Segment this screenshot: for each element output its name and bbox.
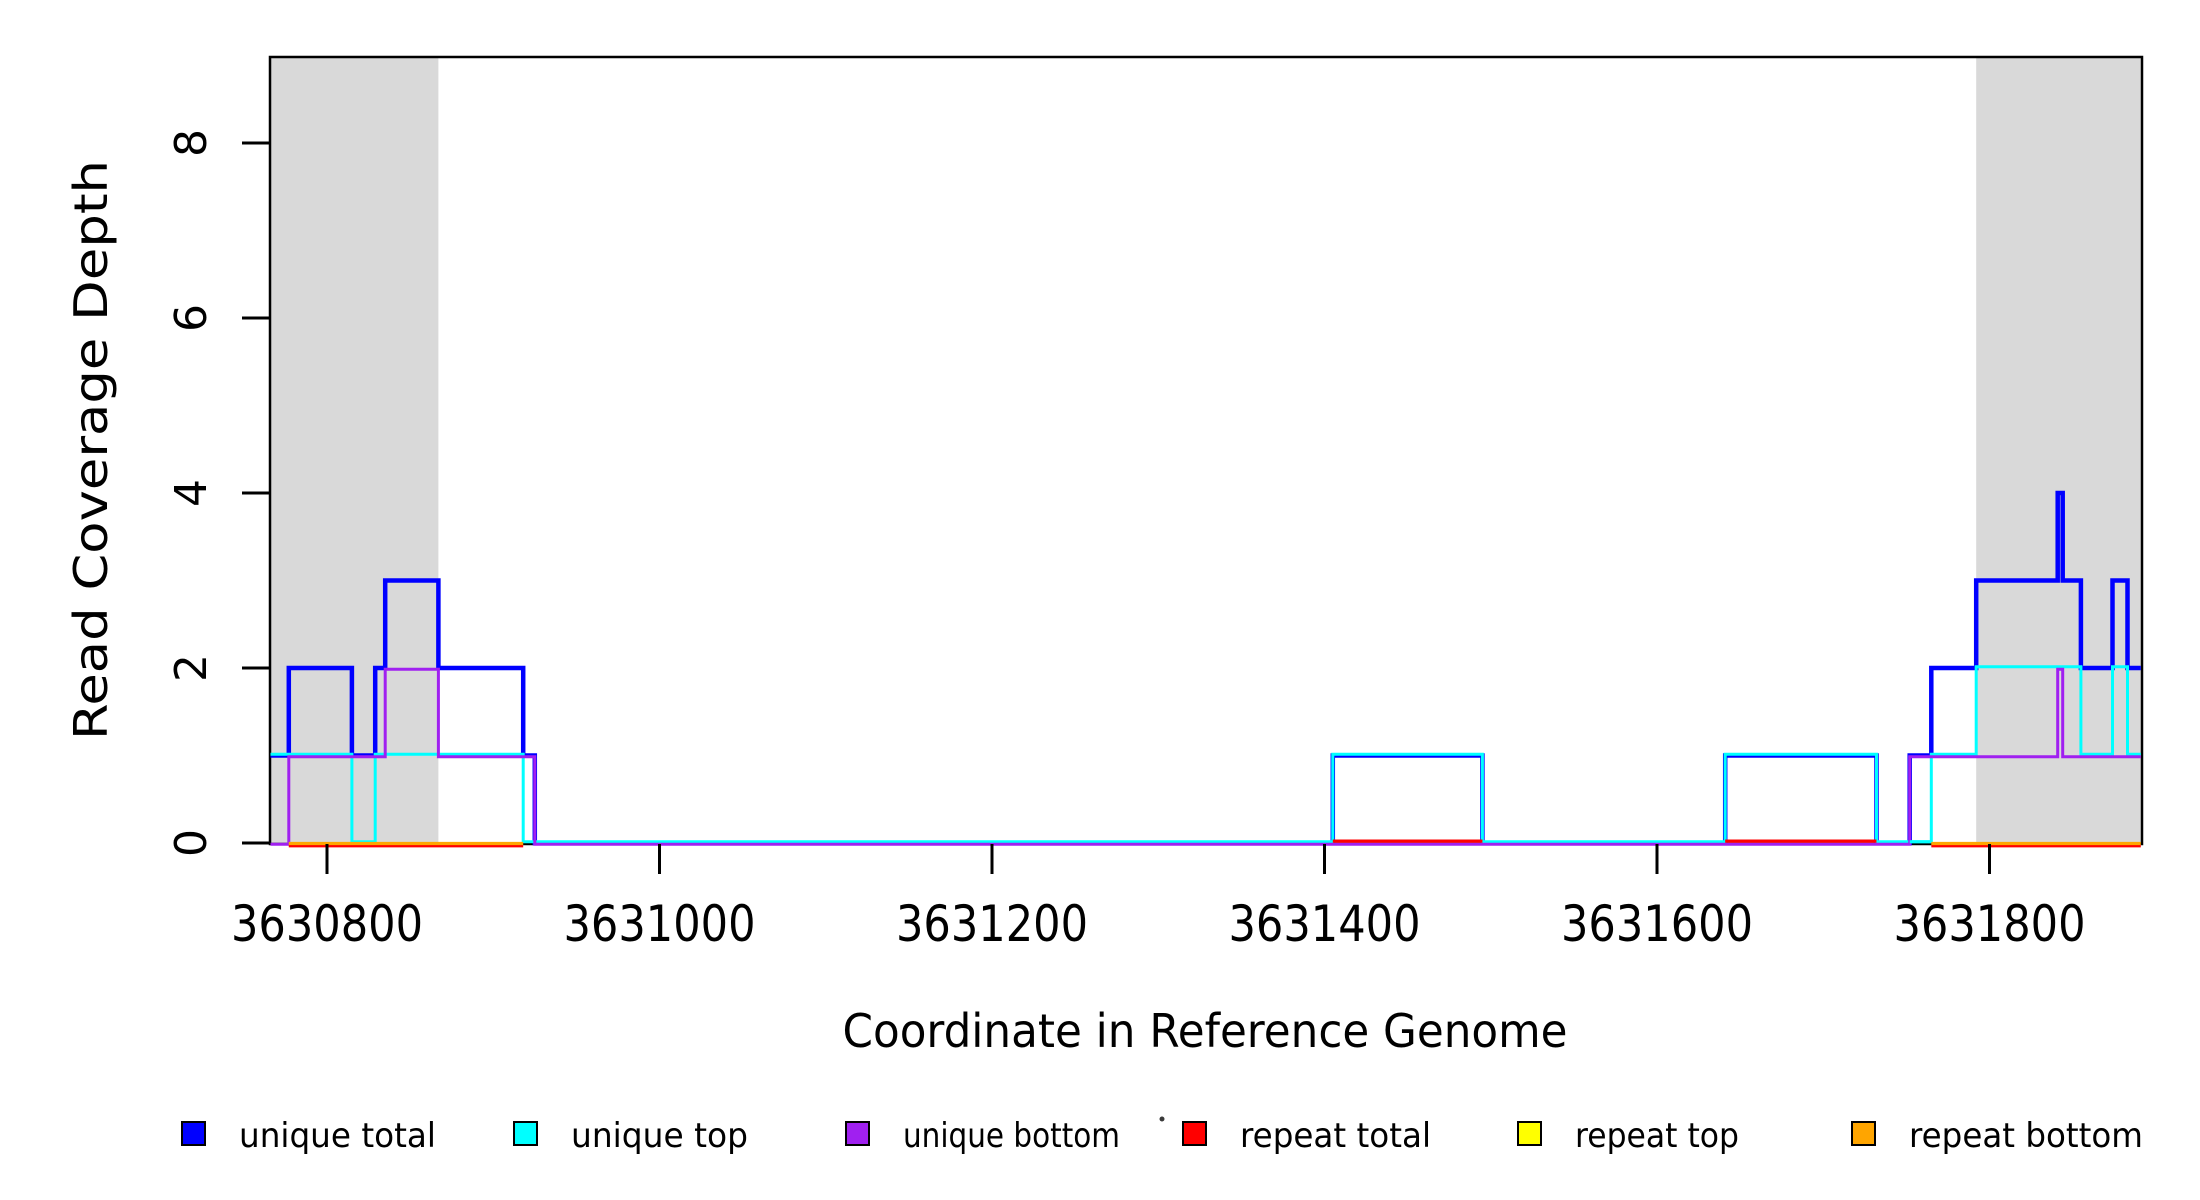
legend-label-repeat-top: repeat top bbox=[1575, 1116, 1739, 1156]
repeat-region-shading bbox=[270, 58, 439, 844]
legend-label-unique-total: unique total bbox=[239, 1116, 436, 1156]
axes-layer: 3630800 3631000 3631200 3631400 3631600 36318… bbox=[166, 129, 2086, 953]
legend-label-unique-bottom: unique bottom bbox=[903, 1116, 1120, 1156]
series-unique-top bbox=[270, 665, 2141, 844]
legend-artifact-dot bbox=[1159, 1116, 1165, 1122]
legend-swatch-repeat-bottom bbox=[1851, 1121, 1876, 1146]
legend: unique total unique top unique bottom repea… bbox=[181, 1116, 2143, 1156]
y-tick-label: 4 bbox=[166, 479, 217, 507]
series-layer bbox=[270, 490, 2141, 846]
x-tick-label: 3631400 bbox=[1229, 895, 1421, 953]
series-unique-total bbox=[270, 490, 2141, 846]
y-tick-label: 0 bbox=[166, 829, 217, 857]
legend-label-unique-top: unique top bbox=[571, 1116, 748, 1156]
y-tick-label: 2 bbox=[166, 654, 217, 682]
x-tick-label: 3630800 bbox=[231, 895, 423, 953]
x-tick-label: 3631800 bbox=[1894, 895, 2086, 953]
x-tick-label: 3631000 bbox=[564, 895, 756, 953]
legend-swatch-unique-bottom bbox=[845, 1121, 870, 1146]
y-tick-label: 6 bbox=[166, 304, 217, 332]
legend-swatch-repeat-top bbox=[1517, 1121, 1542, 1146]
x-tick-label: 3631200 bbox=[896, 895, 1088, 953]
legend-label-repeat-bottom: repeat bottom bbox=[1909, 1116, 2143, 1156]
legend-label-repeat-total: repeat total bbox=[1240, 1116, 1431, 1156]
legend-swatch-repeat-total bbox=[1182, 1121, 1207, 1146]
legend-swatch-unique-total bbox=[181, 1121, 206, 1146]
x-axis-title: Coordinate in Reference Genome bbox=[843, 1004, 1568, 1058]
plot-border bbox=[268, 55, 2144, 846]
x-tick-label: 3631600 bbox=[1561, 895, 1753, 953]
series-unique-bottom bbox=[270, 667, 2141, 846]
y-axis-title: Read Coverage Depth bbox=[64, 160, 118, 740]
y-tick-label: 8 bbox=[166, 129, 217, 157]
plot-background-layer bbox=[268, 55, 2144, 846]
legend-swatch-unique-top bbox=[513, 1121, 538, 1146]
